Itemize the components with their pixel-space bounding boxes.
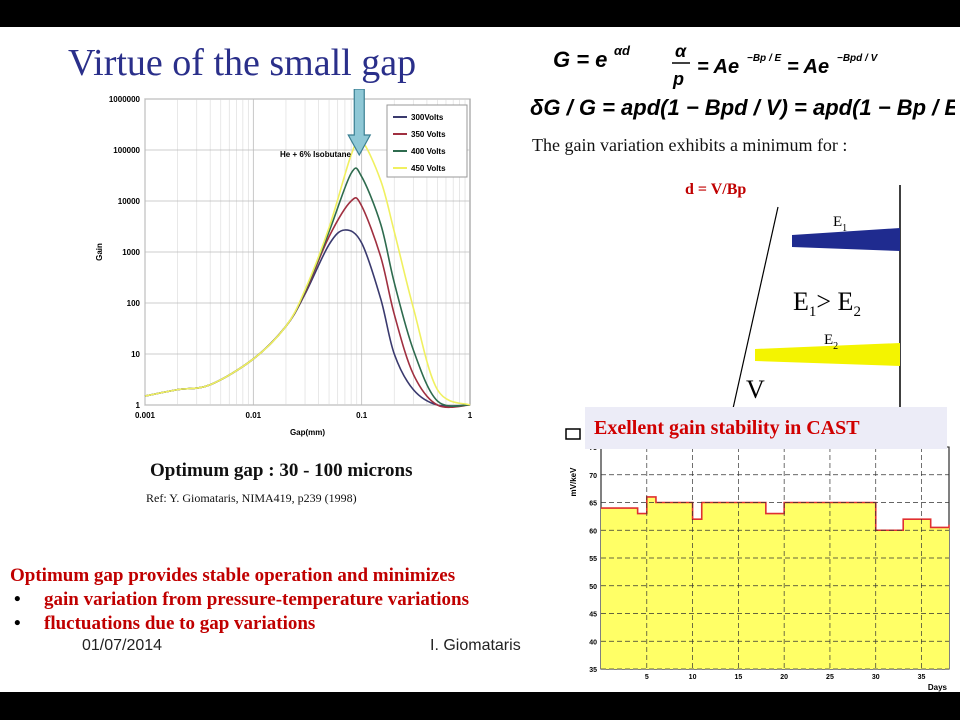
legend-label: 450 Volts [411, 164, 446, 173]
y-tick-label: 100000 [113, 146, 140, 155]
bullet-list: Optimum gap provides stable operation an… [10, 564, 469, 636]
y-tick-label: 35 [589, 667, 597, 674]
bullets-heading: Optimum gap provides stable operation an… [10, 565, 456, 586]
bullet-dot: • [14, 613, 21, 634]
d-label: d = V/Bp [685, 181, 746, 198]
y-axis-label: mV/keV [569, 467, 578, 497]
formula-ae2: = Ae [787, 56, 829, 78]
legend-box [386, 104, 468, 178]
formula-gain-exp: αd [614, 43, 631, 58]
y-tick-label: 70 [589, 473, 597, 480]
slide: Virtue of the small gap 1 10 100 1000 10000 1… [0, 27, 960, 692]
footer-author: I. Giomataris [430, 637, 521, 654]
bullet-item: • fluctuations due to gap variations [10, 612, 469, 636]
footer-date: 01/07/2014 [82, 637, 163, 654]
legend-label: 350 Volts [411, 130, 446, 139]
x-tick-label: 0.001 [135, 411, 156, 420]
x-tick-label: 0.01 [246, 411, 262, 420]
x-tick-label: 35 [918, 674, 926, 681]
bullet-text: gain variation from pressure-temperature… [44, 589, 469, 610]
legend-label: 300Volts [411, 113, 444, 122]
x-tick-label: 30 [872, 674, 880, 681]
slide-title: Virtue of the small gap [68, 42, 417, 84]
formulas: G = e αd α p = Ae −Bp / E = Ae −Bpd / V … [525, 35, 960, 135]
field-e2-bar [755, 343, 900, 366]
formula-alpha: α [675, 41, 687, 61]
formula-delta-g: δG / G = apd(1 − Bpd / V) = apd(1 − Bp /… [530, 95, 955, 120]
e2-label: E2 [824, 332, 838, 352]
y-tick-label: 1000 [122, 248, 140, 257]
y-tick-label: 45 [589, 612, 597, 619]
formula-exp2: −Bpd / V [837, 53, 879, 64]
y-tick-label: 1000000 [109, 95, 141, 104]
x-tick-label: 10 [689, 674, 697, 681]
window-icon [565, 428, 581, 440]
cast-stability-chart: 3540455055606570755101520253035DaysmV/ke… [563, 407, 960, 692]
y-tick-label: 100 [127, 299, 141, 308]
formula-exp1: −Bp / E [747, 53, 782, 64]
bullet-dot: • [14, 589, 21, 610]
gain-vs-gap-chart: 1 10 100 1000 10000 100000 1000000 0.001 0.01 0.1… [95, 89, 473, 437]
x-tick-label: 0.1 [356, 411, 368, 420]
chart-annotation: He + 6% Isobutane [280, 150, 351, 159]
y-tick-label: 10 [131, 350, 140, 359]
e-relation: E1> E2 [793, 287, 861, 320]
y-tick-label: 1 [136, 401, 141, 410]
x-axis-label: Gap(mm) [290, 428, 325, 437]
formula-gain-base: G = e [553, 47, 607, 72]
formula-p: p [672, 69, 684, 89]
formula-block: G = e αd α p = Ae −Bp / E = Ae −Bpd / V … [530, 41, 960, 120]
legend-label: 400 Volts [411, 147, 446, 156]
cast-area-fill [601, 496, 949, 669]
field-e1-bar [792, 228, 900, 251]
left-electrode [731, 206, 779, 414]
bullet-text: fluctuations due to gap variations [44, 613, 316, 634]
minimum-text: The gain variation exhibits a minimum fo… [532, 135, 848, 155]
y-tick-label: 65 [589, 501, 597, 508]
y-axis-label: Gain [95, 243, 104, 261]
x-tick-label: 25 [826, 674, 834, 681]
x-tick-label: 5 [645, 674, 649, 681]
v-label: V [746, 375, 765, 404]
y-tick-label: 60 [589, 528, 597, 535]
bullet-item: • gain variation from pressure-temperatur… [10, 588, 469, 612]
x-tick-label: 15 [734, 674, 742, 681]
peak-arrow-icon [347, 89, 372, 157]
reference-text: Ref: Y. Giomataris, NIMA419, p239 (1998) [146, 491, 357, 505]
y-tick-label: 55 [589, 556, 597, 563]
x-tick-label: 1 [468, 411, 473, 420]
e1-label: E1 [833, 214, 847, 234]
x-tick-label: 20 [780, 674, 788, 681]
x-axis-label: Days [928, 683, 948, 692]
series-line-450-volts [144, 138, 471, 406]
cast-title: Exellent gain stability in CAST [585, 407, 947, 449]
y-tick-label: 40 [589, 639, 597, 646]
y-tick-label: 50 [589, 584, 597, 591]
field-diagram: d = V/Bp E1 E2 E1> E2 V [685, 181, 901, 414]
formula-ae1: = Ae [697, 56, 739, 78]
optimum-gap-text: Optimum gap : 30 - 100 microns [150, 460, 413, 481]
y-tick-label: 10000 [118, 197, 141, 206]
